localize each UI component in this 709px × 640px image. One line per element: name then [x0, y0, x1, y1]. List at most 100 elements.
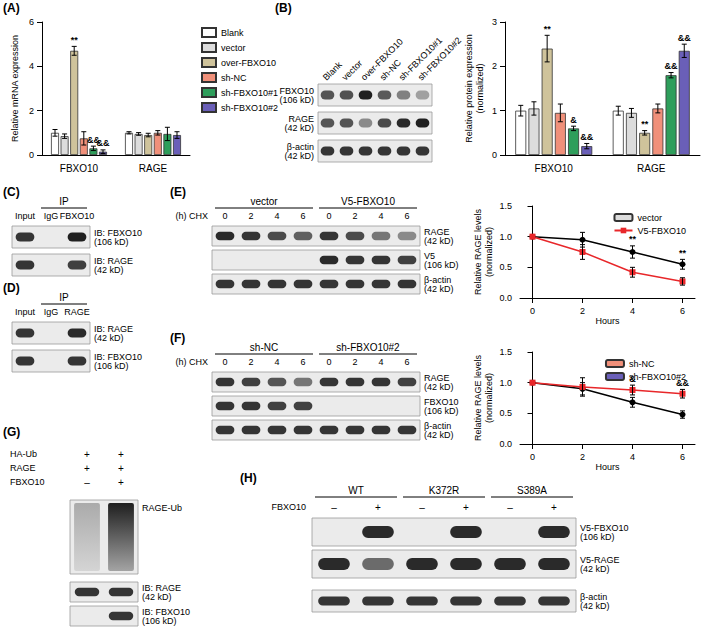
svg-text:Input: Input	[15, 211, 36, 221]
svg-text:2: 2	[580, 306, 585, 316]
svg-text:2: 2	[248, 357, 253, 367]
svg-text:vector: vector	[637, 213, 662, 223]
svg-text:0: 0	[222, 211, 227, 221]
svg-text:1: 1	[492, 106, 497, 116]
svg-text:V5-FBXO10: V5-FBXO10	[341, 196, 395, 207]
svg-text:**: **	[544, 24, 552, 34]
svg-text:sh-FBXO10#2: sh-FBXO10#2	[416, 35, 463, 82]
svg-text:sh-NC: sh-NC	[250, 342, 278, 353]
svg-text:(42 kD): (42 kD)	[424, 236, 454, 246]
svg-text:1.0: 1.0	[499, 232, 512, 242]
svg-text:(normalized): (normalized)	[475, 63, 485, 113]
svg-text:0.5: 0.5	[499, 262, 512, 272]
svg-text:V5-FBXO10: V5-FBXO10	[637, 226, 686, 236]
svg-text:(106 kD): (106 kD)	[94, 361, 129, 371]
svg-text:2: 2	[580, 452, 585, 462]
svg-text:4: 4	[630, 452, 635, 462]
svg-text:&&: &&	[676, 378, 689, 388]
svg-text:(42 kD): (42 kD)	[424, 284, 454, 294]
svg-text:1.5: 1.5	[499, 201, 512, 211]
svg-text:(106 kD): (106 kD)	[279, 95, 314, 105]
svg-text:–: –	[331, 502, 337, 513]
svg-text:HA-Ub: HA-Ub	[10, 449, 37, 459]
svg-text:sh-FBXO10#1: sh-FBXO10#1	[221, 88, 278, 98]
svg-text:0: 0	[222, 357, 227, 367]
svg-text:2: 2	[352, 357, 357, 367]
svg-text:**: **	[629, 234, 637, 244]
svg-text:–: –	[419, 502, 425, 513]
svg-text:vector: vector	[250, 196, 278, 207]
svg-text:K372R: K372R	[429, 485, 460, 496]
svg-text:over-FBXO10: over-FBXO10	[221, 58, 276, 68]
svg-text:Blank: Blank	[321, 59, 344, 82]
svg-text:+: +	[84, 449, 90, 460]
svg-text:**: **	[641, 119, 649, 129]
svg-text:&: &	[570, 115, 577, 125]
svg-text:0.0: 0.0	[499, 293, 512, 303]
svg-text:&&: &&	[678, 33, 691, 43]
svg-text:IP: IP	[59, 196, 69, 207]
svg-text:Hours: Hours	[595, 316, 620, 326]
svg-text:0: 0	[492, 150, 497, 160]
svg-text:+: +	[551, 502, 557, 513]
svg-text:(B): (B)	[275, 1, 292, 15]
svg-text:(42 kD): (42 kD)	[284, 151, 314, 161]
svg-text:6: 6	[404, 357, 409, 367]
svg-text:&&: &&	[97, 138, 110, 148]
svg-text:(C): (C)	[3, 185, 20, 199]
svg-text:&&: &&	[665, 61, 678, 71]
svg-text:0: 0	[326, 357, 331, 367]
svg-text:FBXO10: FBXO10	[535, 163, 574, 174]
svg-text:(normalized): (normalized)	[484, 373, 494, 423]
svg-text:(106 kD): (106 kD)	[424, 260, 459, 270]
svg-text:Hours: Hours	[595, 462, 620, 472]
svg-text:RAGE: RAGE	[10, 463, 36, 473]
svg-text:–: –	[507, 502, 513, 513]
svg-text:+: +	[118, 449, 124, 460]
svg-text:6: 6	[29, 17, 34, 27]
svg-text:FBXO10: FBXO10	[10, 477, 45, 487]
svg-text:vector: vector	[340, 58, 364, 82]
svg-text:(42 kD): (42 kD)	[580, 601, 610, 611]
svg-text:Relative mRNA expression: Relative mRNA expression	[10, 35, 20, 142]
svg-text:(A): (A)	[3, 1, 20, 15]
svg-text:2: 2	[248, 211, 253, 221]
svg-text:Relative protein expression: Relative protein expression	[464, 34, 474, 143]
svg-text:(106 kD): (106 kD)	[94, 237, 129, 247]
svg-text:2: 2	[29, 106, 34, 116]
svg-text:sh-FBXO10#2: sh-FBXO10#2	[336, 342, 400, 353]
svg-text:Relative RAGE levels: Relative RAGE levels	[473, 208, 483, 295]
svg-text:sh-NC: sh-NC	[629, 359, 655, 369]
svg-text:RAGE-Ub: RAGE-Ub	[142, 503, 182, 513]
svg-text:FBXO10: FBXO10	[60, 163, 99, 174]
svg-text:0: 0	[530, 452, 535, 462]
svg-text:2: 2	[492, 61, 497, 71]
svg-text:S389A: S389A	[517, 485, 547, 496]
svg-text:0.0: 0.0	[499, 439, 512, 449]
svg-text:WT: WT	[348, 485, 364, 496]
svg-text:(106 kD): (106 kD)	[142, 616, 177, 626]
svg-text:3: 3	[492, 17, 497, 27]
svg-text:(42 kD): (42 kD)	[284, 123, 314, 133]
svg-text:(106 kD): (106 kD)	[580, 532, 615, 542]
svg-text:(42 kD): (42 kD)	[142, 592, 172, 602]
svg-text:6: 6	[680, 306, 685, 316]
svg-text:(42 kD): (42 kD)	[94, 265, 124, 275]
svg-text:6: 6	[300, 211, 305, 221]
svg-text:FBXO10: FBXO10	[271, 502, 306, 512]
svg-text:(E): (E)	[170, 185, 186, 199]
svg-text:1.5: 1.5	[499, 347, 512, 357]
svg-text:6: 6	[300, 357, 305, 367]
svg-text:(G): (G)	[3, 425, 20, 439]
svg-text:+: +	[118, 477, 124, 488]
svg-text:FBXO10: FBXO10	[60, 211, 95, 221]
svg-text:IgG: IgG	[44, 307, 59, 317]
svg-text:4: 4	[630, 306, 635, 316]
svg-text:–: –	[84, 477, 90, 488]
svg-text:&: &	[629, 374, 636, 384]
svg-text:2: 2	[352, 211, 357, 221]
svg-text:(42 kD): (42 kD)	[424, 430, 454, 440]
svg-text:4: 4	[378, 357, 383, 367]
svg-text:Blank: Blank	[221, 28, 244, 38]
svg-text:IgG: IgG	[44, 211, 59, 221]
